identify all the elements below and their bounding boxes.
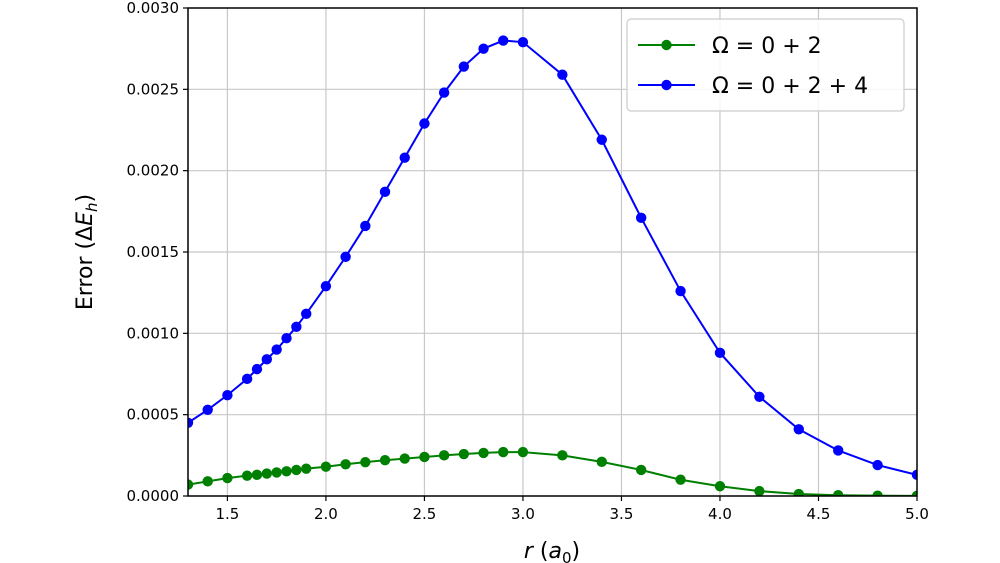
data-point bbox=[188, 417, 194, 428]
data-point bbox=[281, 466, 292, 477]
x-tick-label: 2.0 bbox=[314, 505, 338, 523]
x-tick-label: 1.5 bbox=[215, 505, 239, 523]
data-point bbox=[291, 464, 302, 476]
data-point bbox=[360, 220, 371, 232]
data-point bbox=[241, 373, 253, 385]
data-point bbox=[261, 468, 273, 479]
data-point bbox=[596, 134, 607, 145]
data-point bbox=[478, 43, 489, 54]
data-point bbox=[517, 446, 529, 458]
data-point bbox=[340, 459, 351, 470]
data-point bbox=[557, 69, 568, 80]
data-point bbox=[340, 251, 351, 263]
data-point bbox=[222, 472, 233, 484]
x-axis-label: r (a0) bbox=[524, 539, 580, 563]
data-point bbox=[379, 186, 391, 198]
data-point bbox=[793, 488, 804, 496]
data-point bbox=[458, 61, 470, 72]
data-point bbox=[251, 363, 263, 375]
legend-label: Ω = 0 + 2 + 4 bbox=[712, 74, 868, 99]
x-tick-label: 2.5 bbox=[413, 505, 437, 523]
data-point bbox=[754, 485, 765, 496]
legend-marker bbox=[661, 79, 672, 91]
series-0 bbox=[188, 446, 917, 496]
data-point bbox=[202, 404, 213, 415]
data-point bbox=[714, 481, 726, 492]
data-point bbox=[251, 469, 263, 481]
data-point bbox=[517, 36, 529, 48]
data-point bbox=[202, 476, 213, 487]
legend: Ω = 0 + 2 Ω = 0 + 2 + 4 bbox=[626, 18, 905, 112]
data-point bbox=[301, 308, 312, 320]
grid bbox=[188, 8, 917, 496]
data-point bbox=[635, 212, 647, 224]
data-point bbox=[301, 463, 312, 474]
x-tick-label: 4.0 bbox=[708, 505, 732, 523]
data-point bbox=[399, 453, 410, 464]
data-point bbox=[419, 118, 430, 129]
y-axis-label: Error (ΔEh) bbox=[73, 194, 101, 310]
data-point bbox=[271, 467, 282, 478]
data-point bbox=[675, 474, 686, 485]
x-tick-label: 5.0 bbox=[905, 505, 929, 523]
data-point bbox=[320, 280, 332, 292]
data-point bbox=[832, 445, 844, 456]
y-tick-label: 0.0030 bbox=[127, 0, 180, 17]
y-tick-label: 0.0020 bbox=[127, 162, 180, 180]
x-tick-label: 4.5 bbox=[807, 505, 831, 523]
data-point bbox=[872, 490, 883, 496]
legend-box bbox=[626, 18, 905, 112]
data-point bbox=[399, 152, 410, 163]
data-point bbox=[379, 455, 391, 466]
data-point bbox=[419, 451, 430, 463]
data-point bbox=[498, 446, 509, 458]
data-point bbox=[320, 461, 332, 472]
x-tick-label: 3.0 bbox=[511, 505, 535, 523]
data-point bbox=[438, 87, 450, 98]
data-point bbox=[714, 347, 726, 359]
ticks: 1.5 2.0 2.5 3.0 3.5 4.0 4.5 5.0 0.0000 0.0005 0.00… bbox=[127, 0, 929, 523]
data-point bbox=[557, 450, 568, 461]
y-tick-label: 0.0015 bbox=[127, 243, 180, 261]
data-point bbox=[754, 391, 765, 402]
data-point bbox=[241, 470, 253, 481]
y-tick-label: 0.0025 bbox=[127, 80, 180, 98]
legend-label: Ω = 0 + 2 bbox=[712, 34, 822, 59]
data-point bbox=[793, 424, 804, 435]
data-point bbox=[222, 389, 233, 401]
data-point bbox=[911, 490, 917, 496]
data-point bbox=[188, 479, 194, 490]
data-point bbox=[498, 35, 509, 46]
x-tick-label: 3.5 bbox=[610, 505, 634, 523]
data-point bbox=[281, 333, 292, 344]
series-layer bbox=[188, 35, 917, 496]
y-tick-label: 0.0000 bbox=[127, 487, 180, 505]
data-point bbox=[360, 456, 371, 468]
data-point bbox=[271, 344, 282, 355]
y-tick-label: 0.0010 bbox=[127, 324, 180, 342]
series-1 bbox=[188, 35, 917, 481]
data-point bbox=[872, 459, 883, 471]
data-point bbox=[291, 321, 302, 333]
legend-marker bbox=[661, 39, 672, 51]
y-tick-label: 0.0005 bbox=[127, 406, 180, 424]
data-point bbox=[911, 469, 917, 481]
data-point bbox=[261, 354, 273, 365]
data-point bbox=[596, 456, 607, 468]
data-point bbox=[478, 447, 489, 459]
data-point bbox=[832, 489, 844, 496]
data-point bbox=[635, 464, 647, 476]
data-point bbox=[675, 285, 686, 297]
data-point bbox=[458, 448, 470, 460]
data-point bbox=[438, 450, 450, 461]
